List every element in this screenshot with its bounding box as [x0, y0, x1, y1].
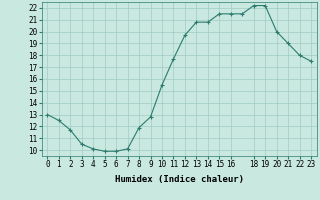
X-axis label: Humidex (Indice chaleur): Humidex (Indice chaleur)	[115, 175, 244, 184]
